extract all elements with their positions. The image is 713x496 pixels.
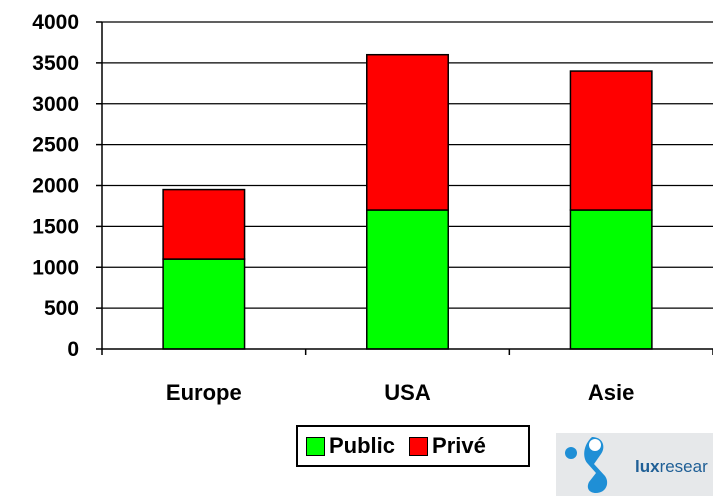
legend-label-prive: Privé [432, 433, 486, 458]
bar-usa-public [366, 209, 449, 350]
legend: Public Privé [296, 425, 530, 467]
logo-mark-icon [565, 437, 608, 493]
legend-item-prive: Privé [409, 435, 486, 457]
y-tick-label: 2500 [32, 134, 79, 157]
y-tick-label: 4000 [32, 11, 79, 34]
y-tick-label: 3000 [32, 93, 79, 116]
legend-item-public: Public [306, 435, 395, 457]
x-tick-label: USA [384, 380, 431, 405]
x-tick-label: Europe [166, 380, 242, 405]
legend-swatch-prive [409, 436, 429, 456]
bar-asie-public [569, 209, 653, 350]
y-tick-label: 0 [67, 338, 79, 361]
legend-label-public: Public [329, 433, 396, 458]
legend-swatch-public [306, 436, 325, 456]
bar-usa-prive [366, 53, 449, 211]
y-tick-label: 2000 [32, 175, 79, 198]
bar-europe-prive [162, 188, 246, 260]
logo-text: luxresear [635, 457, 708, 476]
bar-asie-prive [569, 70, 653, 211]
y-tick-label: 3500 [32, 52, 79, 75]
y-tick-label: 500 [44, 297, 79, 320]
y-tick-label: 1000 [32, 256, 79, 279]
y-tick-label: 1500 [32, 215, 79, 238]
bar-europe-public [162, 258, 246, 350]
company-logo: luxresear [556, 433, 713, 496]
x-tick-label: Asie [588, 380, 634, 405]
